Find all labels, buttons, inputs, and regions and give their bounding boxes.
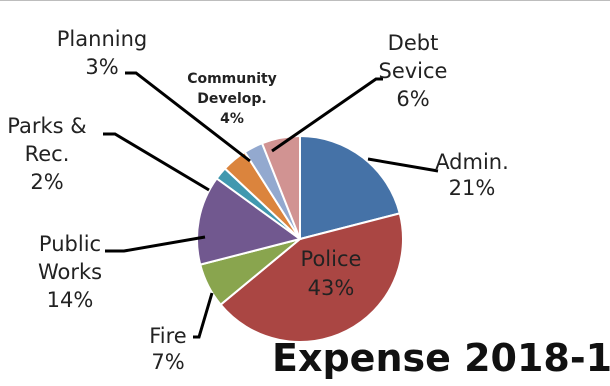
pie-slice-police (219, 212, 404, 343)
category-label-parks-rec: Parks & (7, 114, 86, 138)
category-label-admin: Admin. (435, 150, 509, 174)
category-label-debt-sevice: Sevice (379, 59, 448, 83)
pie-slice-admin (299, 134, 401, 241)
category-label-public-works: Public (39, 232, 101, 256)
pie-slice-debt-sevice (260, 134, 301, 240)
leader-line-admin (367, 157, 439, 173)
category-label-community-develop: Community (187, 71, 277, 87)
leader-lines (103, 71, 439, 339)
leader-line-fire (193, 292, 214, 339)
percent-label-public-works: 14% (47, 288, 94, 312)
chart-title: Expense 2018-19 (272, 336, 610, 380)
leader-line-planning (125, 71, 251, 163)
category-label-public-works: Works (38, 260, 102, 284)
category-label-debt-sevice: Debt (388, 31, 439, 55)
category-label-fire: Fire (149, 324, 186, 348)
percent-label-planning: 3% (85, 55, 118, 79)
category-label-parks-rec: Rec. (25, 142, 70, 166)
category-label-community-develop: Develop. (197, 91, 267, 107)
category-label-police: Police (301, 247, 362, 271)
percent-label-debt-sevice: 6% (396, 87, 429, 111)
pie-slice-public-works (196, 177, 303, 266)
pie-slices (196, 134, 404, 343)
percent-label-fire: 7% (151, 350, 184, 374)
leader-line-parks-rec (103, 132, 210, 192)
percent-label-community-develop: 4% (220, 111, 244, 127)
percent-label-parks-rec: 2% (30, 170, 63, 194)
percent-label-police: 43% (308, 276, 355, 300)
leader-line-debt-sevice (271, 77, 383, 153)
leader-line-public-works (105, 235, 206, 253)
category-label-planning: Planning (57, 27, 147, 51)
percent-label-admin: 21% (449, 176, 496, 200)
